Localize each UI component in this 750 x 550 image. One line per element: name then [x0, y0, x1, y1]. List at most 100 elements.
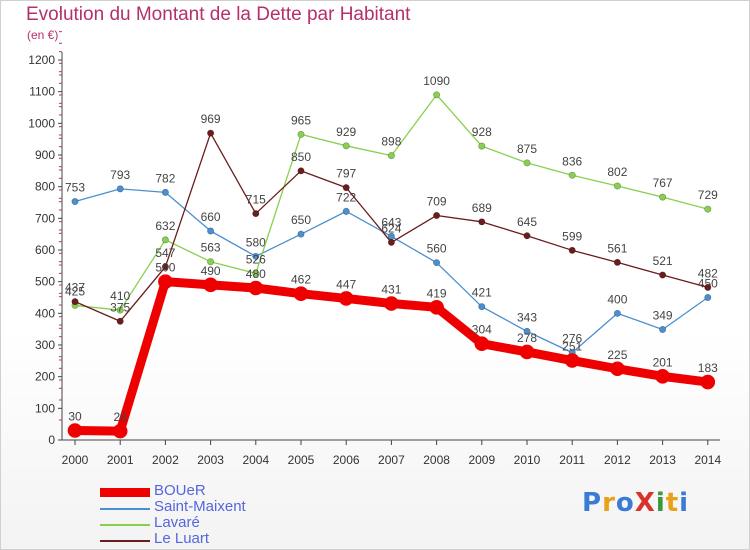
data-label-saint-maixent: 276 — [562, 332, 582, 346]
data-label-lavar-: 767 — [653, 176, 673, 190]
data-point-le-luart — [71, 298, 79, 306]
data-point-bouer — [384, 296, 399, 311]
data-point-saint-maixent — [704, 293, 712, 301]
x-tick-label: 2010 — [514, 453, 541, 467]
data-label-saint-maixent: 650 — [291, 213, 311, 227]
data-point-bouer — [293, 286, 309, 302]
legend-item-le-luart: Le Luart — [100, 530, 300, 548]
legend-item-saint-maixent: Saint-Maixent — [100, 498, 300, 516]
data-point-bouer — [67, 423, 83, 438]
data-label-lavar-: 526 — [246, 252, 266, 266]
data-point-saint-maixent — [342, 207, 350, 215]
data-point-lavar- — [207, 258, 215, 266]
data-label-saint-maixent: 349 — [653, 308, 673, 322]
data-label-lavar-: 802 — [607, 165, 627, 179]
data-point-bouer — [112, 423, 128, 439]
x-tick-label: 2001 — [107, 453, 134, 467]
data-label-bouer: 225 — [607, 348, 627, 362]
data-label-bouer: 480 — [246, 267, 266, 281]
logo-letter: i — [679, 488, 690, 518]
data-point-bouer — [564, 353, 580, 368]
data-point-lavar- — [252, 269, 260, 277]
logo-letter: r — [602, 488, 616, 518]
data-label-le-luart: 709 — [427, 194, 447, 208]
data-point-le-luart — [659, 271, 667, 279]
data-label-lavar-: 928 — [472, 125, 492, 139]
data-label-saint-maixent: 560 — [427, 242, 447, 256]
data-label-le-luart: 599 — [562, 229, 582, 243]
data-point-le-luart — [207, 129, 215, 137]
x-tick-label: 2012 — [604, 453, 631, 467]
data-point-saint-maixent — [433, 259, 441, 267]
logo-letter: t — [665, 488, 680, 518]
data-label-le-luart: 645 — [517, 215, 537, 229]
x-tick-label: 2008 — [423, 453, 450, 467]
data-point-bouer — [248, 280, 264, 296]
data-label-le-luart: 689 — [472, 201, 492, 215]
data-point-lavar- — [613, 182, 621, 190]
data-label-bouer: 201 — [653, 355, 673, 369]
data-label-bouer: 304 — [472, 323, 492, 337]
data-point-le-luart — [161, 263, 169, 271]
data-point-saint-maixent — [659, 325, 667, 333]
data-label-saint-maixent: 660 — [201, 210, 221, 224]
data-label-lavar-: 410 — [110, 289, 130, 303]
data-point-lavar- — [568, 171, 576, 179]
legend-swatch-bouer — [100, 488, 150, 497]
data-point-saint-maixent — [613, 309, 621, 317]
data-label-lavar-: 875 — [517, 142, 537, 156]
chart-title: Evolution du Montant de la Dette par Hab… — [26, 4, 411, 25]
data-point-saint-maixent — [71, 198, 79, 206]
data-point-le-luart — [704, 283, 712, 291]
data-label-le-luart: 561 — [607, 241, 627, 255]
y-tick-label: 700 — [35, 211, 55, 225]
data-label-bouer: 251 — [562, 340, 582, 354]
data-point-le-luart — [433, 211, 441, 219]
data-point-lavar- — [523, 159, 531, 167]
y-tick-label: 100 — [35, 401, 55, 415]
data-point-bouer — [519, 344, 535, 360]
data-label-le-luart: 482 — [698, 266, 718, 280]
chart-subtitle: (en €) — [27, 28, 59, 42]
data-label-bouer: 278 — [517, 331, 537, 345]
y-tick-label: 600 — [35, 243, 55, 257]
data-point-bouer — [338, 291, 354, 306]
legend-label-lavar-: Lavaré — [154, 514, 200, 531]
logo-letter: i — [655, 488, 666, 518]
data-point-bouer — [158, 274, 173, 289]
x-tick-label: 2006 — [333, 453, 360, 467]
data-label-bouer: 462 — [291, 273, 311, 287]
data-point-saint-maixent — [297, 230, 305, 238]
data-label-saint-maixent: 343 — [517, 310, 537, 324]
data-point-le-luart — [478, 218, 486, 226]
x-tick-label: 2014 — [694, 453, 721, 467]
data-label-le-luart: 715 — [246, 193, 266, 207]
data-point-lavar- — [478, 142, 486, 150]
y-tick-label: 0 — [48, 433, 55, 447]
data-point-saint-maixent — [252, 252, 260, 260]
data-point-saint-maixent — [116, 185, 124, 193]
data-point-saint-maixent — [478, 303, 486, 311]
y-tick-label: 1100 — [29, 85, 55, 99]
y-tick-label: 400 — [35, 306, 55, 320]
data-label-lavar-: 929 — [336, 125, 356, 139]
y-tick-label: 900 — [35, 148, 55, 162]
data-label-lavar-: 965 — [291, 113, 311, 127]
data-point-le-luart — [342, 184, 350, 192]
data-point-le-luart — [387, 238, 395, 246]
data-point-bouer — [655, 369, 670, 384]
legend-label-saint-maixent: Saint-Maixent — [154, 498, 246, 515]
data-point-bouer — [429, 300, 444, 315]
legend-item-bouer: BOUeR — [100, 482, 300, 500]
data-point-lavar- — [704, 205, 712, 213]
y-tick-label: 200 — [35, 370, 55, 384]
x-tick-label: 2007 — [378, 453, 405, 467]
x-tick-label: 2003 — [197, 453, 224, 467]
data-label-lavar-: 1090 — [423, 74, 450, 88]
x-tick-label: 2011 — [559, 453, 585, 467]
logo-letter: P — [582, 488, 603, 518]
legend-swatch-le-luart — [100, 540, 150, 542]
data-label-le-luart: 437 — [65, 281, 85, 295]
